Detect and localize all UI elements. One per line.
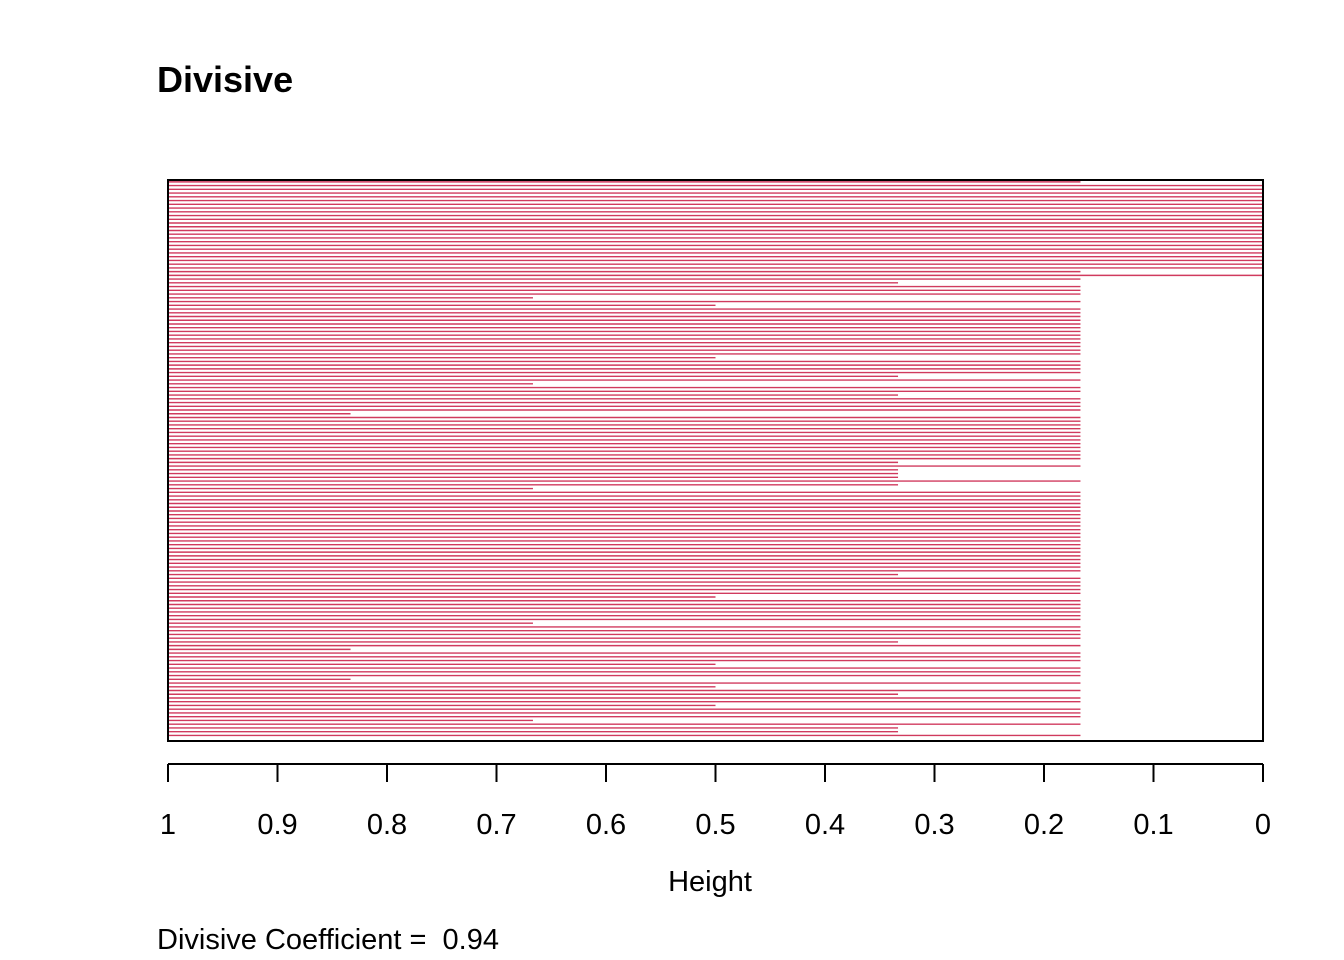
x-tick-label: 0 (1255, 809, 1271, 841)
x-tick-label: 1 (160, 809, 176, 841)
divisive-coefficient-caption: Divisive Coefficient = 0.94 (157, 924, 499, 956)
x-tick-label: 0.4 (805, 809, 845, 841)
x-tick-label: 0.7 (476, 809, 516, 841)
x-axis: 1 0.9 0.8 0.7 0.6 0.5 0.4 0.3 0.2 0.1 0 (160, 763, 1271, 841)
x-tick-label: 0.6 (586, 809, 626, 841)
chart-title: Divisive (157, 59, 293, 100)
x-tick-label: 0.3 (914, 809, 954, 841)
plot-frame (167, 179, 1264, 742)
x-tick-label: 0.5 (695, 809, 735, 841)
x-tick-label: 0.9 (257, 809, 297, 841)
x-tick-label: 0.1 (1133, 809, 1173, 841)
banner-bars (168, 181, 1263, 737)
x-tick-label: 0.2 (1024, 809, 1064, 841)
x-axis-label: Height (668, 866, 752, 898)
x-tick-label: 0.8 (367, 809, 407, 841)
